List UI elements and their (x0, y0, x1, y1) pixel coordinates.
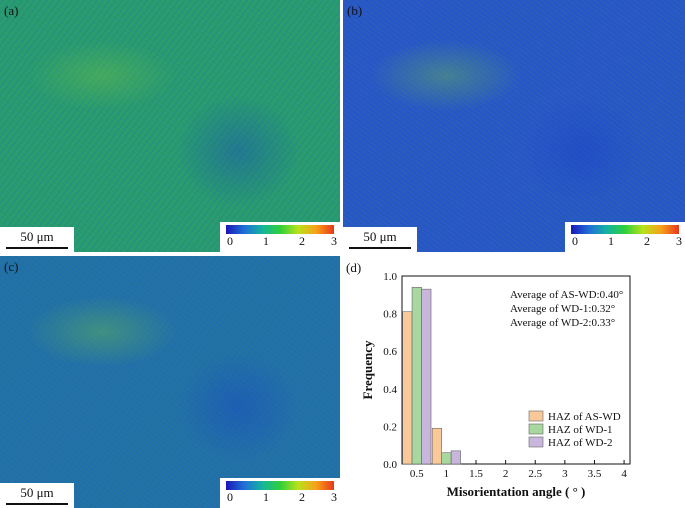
scale-bar-line-b (349, 247, 411, 249)
scale-bar-c: 50 μm (0, 483, 74, 508)
y-tick-label: 0.0 (383, 459, 397, 471)
x-tick-label: 4 (621, 468, 627, 480)
scale-bar-line-c (6, 503, 68, 505)
legend-swatch-1 (528, 410, 544, 422)
colorbar-tick-c-3: 3 (331, 490, 337, 504)
colorbar-tick-a-0: 0 (227, 234, 233, 248)
bar-2-1 (411, 286, 422, 465)
plot-frame (401, 275, 631, 465)
colorbar-b: 0 1 2 3 (565, 222, 685, 252)
colorbar-tick-a-3: 3 (331, 234, 337, 248)
colorbar-a: 0 1 2 3 (220, 222, 340, 252)
colorbar-tick-b-1: 1 (608, 234, 614, 248)
y-tick-label: 0.2 (383, 421, 397, 433)
legend-swatch-3 (528, 436, 544, 448)
x-tick-label: 1.5 (469, 468, 483, 480)
legend-box (529, 407, 625, 451)
scale-bar-label-a: 50 μm (20, 229, 54, 244)
bar-3-2 (450, 450, 461, 465)
y-tick-label: 0.6 (383, 346, 397, 358)
bar-2-2 (441, 452, 452, 465)
scale-bar-b: 50 μm (343, 227, 417, 252)
scale-bar-line-a (6, 247, 68, 249)
y-axis-label: Frequency (360, 340, 375, 399)
x-tick-label: 3 (562, 468, 568, 480)
y-tick-label: 0.4 (383, 384, 397, 396)
colorbar-gradient-c (226, 481, 334, 490)
scale-bar-label-b: 50 μm (363, 229, 397, 244)
average-annotation-2: Average of WD-1:0.32° (510, 303, 615, 315)
legend-swatch-2 (528, 423, 544, 435)
kam-map-image-b (343, 0, 685, 252)
scale-bar-label-c: 50 μm (20, 485, 54, 500)
colorbar-tick-b-3: 3 (676, 234, 682, 248)
panel-label-c: (c) (4, 259, 19, 274)
x-tick-label: 2.5 (528, 468, 542, 480)
colorbar-gradient-a (226, 225, 334, 234)
y-tick-label: 0.8 (383, 309, 397, 321)
legend-label-1: HAZ of AS-WD (548, 411, 621, 423)
kam-map-panel-a: (a) 50 μm 0 1 2 3 (0, 0, 340, 252)
colorbar-tick-c-0: 0 (227, 490, 233, 504)
panel-label-a: (a) (4, 3, 19, 18)
misorientation-chart-panel: (d) 0.0 0.2 0.4 0.6 0.8 1.0 0.5 1 1.5 2 2.5 3 3.5 4 Mi… (342, 254, 685, 508)
misorientation-chart: (d) 0.0 0.2 0.4 0.6 0.8 1.0 0.5 1 1.5 2 2.5 3 3.5 4 Mi… (346, 260, 631, 499)
colorbar-tick-a-1: 1 (263, 234, 269, 248)
x-tick-label: 0.5 (410, 468, 424, 480)
average-annotation-3: Average of WD-2:0.33° (510, 317, 615, 329)
kam-map-panel-c: (c) 50 μm 0 1 2 3 (0, 256, 340, 508)
kam-map-image-c (0, 256, 340, 508)
x-tick-label: 1 (444, 468, 450, 480)
legend-label-3: HAZ of WD-2 (548, 437, 613, 449)
colorbar-c: 0 1 2 3 (220, 478, 340, 508)
colorbar-tick-b-2: 2 (644, 234, 650, 248)
colorbar-tick-a-2: 2 (299, 234, 305, 248)
colorbar-tick-c-2: 2 (299, 490, 305, 504)
legend-label-2: HAZ of WD-1 (548, 424, 613, 436)
bar-3-1 (421, 288, 432, 465)
x-tick-label: 2 (503, 468, 509, 480)
x-tick-label: 3.5 (588, 468, 602, 480)
chart-plot-area: 0.0 0.2 0.4 0.6 0.8 1.0 0.5 1 1.5 2 2.5 3 3.5 4 Misori… (360, 271, 631, 499)
kam-map-image-a (0, 0, 340, 252)
colorbar-tick-c-1: 1 (263, 490, 269, 504)
bar-1-1 (402, 311, 413, 465)
panel-label-d: (d) (346, 260, 361, 275)
bar-1-2 (431, 427, 442, 465)
average-annotation-1: Average of AS-WD:0.40° (510, 289, 623, 301)
colorbar-gradient-b (571, 225, 679, 234)
panel-label-b: (b) (347, 3, 363, 18)
x-axis-label: Misorientation angle ( ° ) (447, 484, 586, 499)
scale-bar-a: 50 μm (0, 227, 74, 252)
y-tick-label: 1.0 (383, 271, 397, 283)
colorbar-tick-b-0: 0 (572, 234, 578, 248)
kam-map-panel-b: (b) 50 μm 0 1 2 3 (343, 0, 685, 252)
